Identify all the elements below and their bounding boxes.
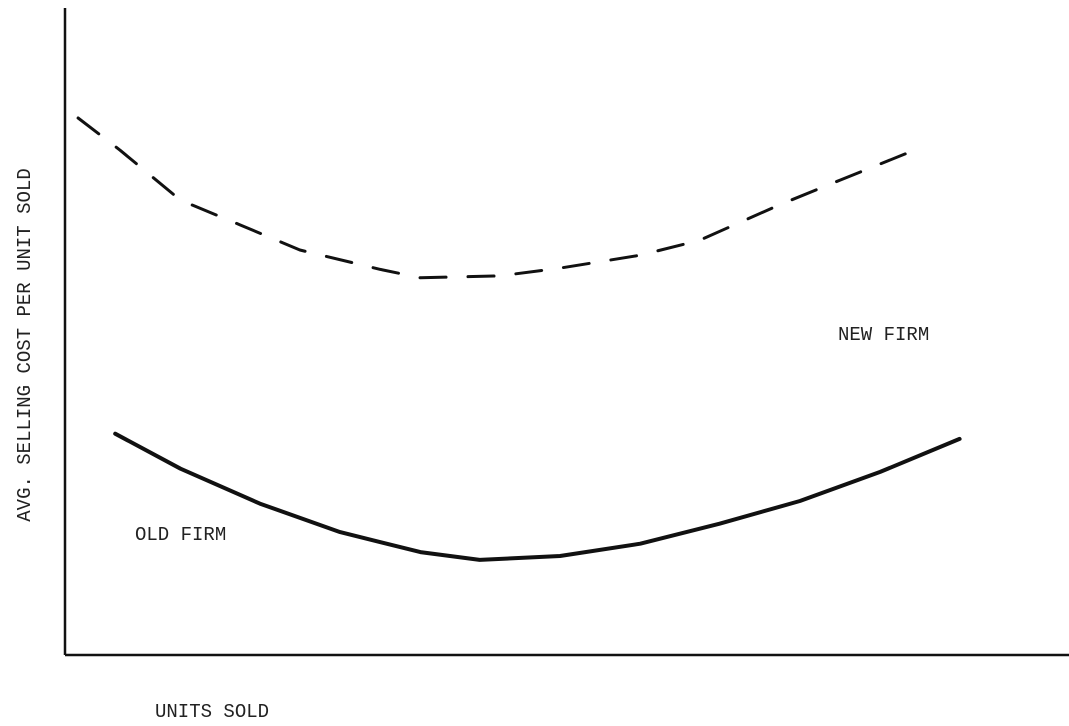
series-label: OLD FIRM	[135, 524, 226, 546]
series-label: NEW FIRM	[838, 324, 929, 346]
series-line	[76, 116, 922, 280]
x-axis-label: UNITS SOLD	[155, 701, 269, 723]
y-axis-label: AVG. SELLING COST PER UNIT SOLD	[14, 168, 36, 521]
series-line	[113, 431, 962, 562]
